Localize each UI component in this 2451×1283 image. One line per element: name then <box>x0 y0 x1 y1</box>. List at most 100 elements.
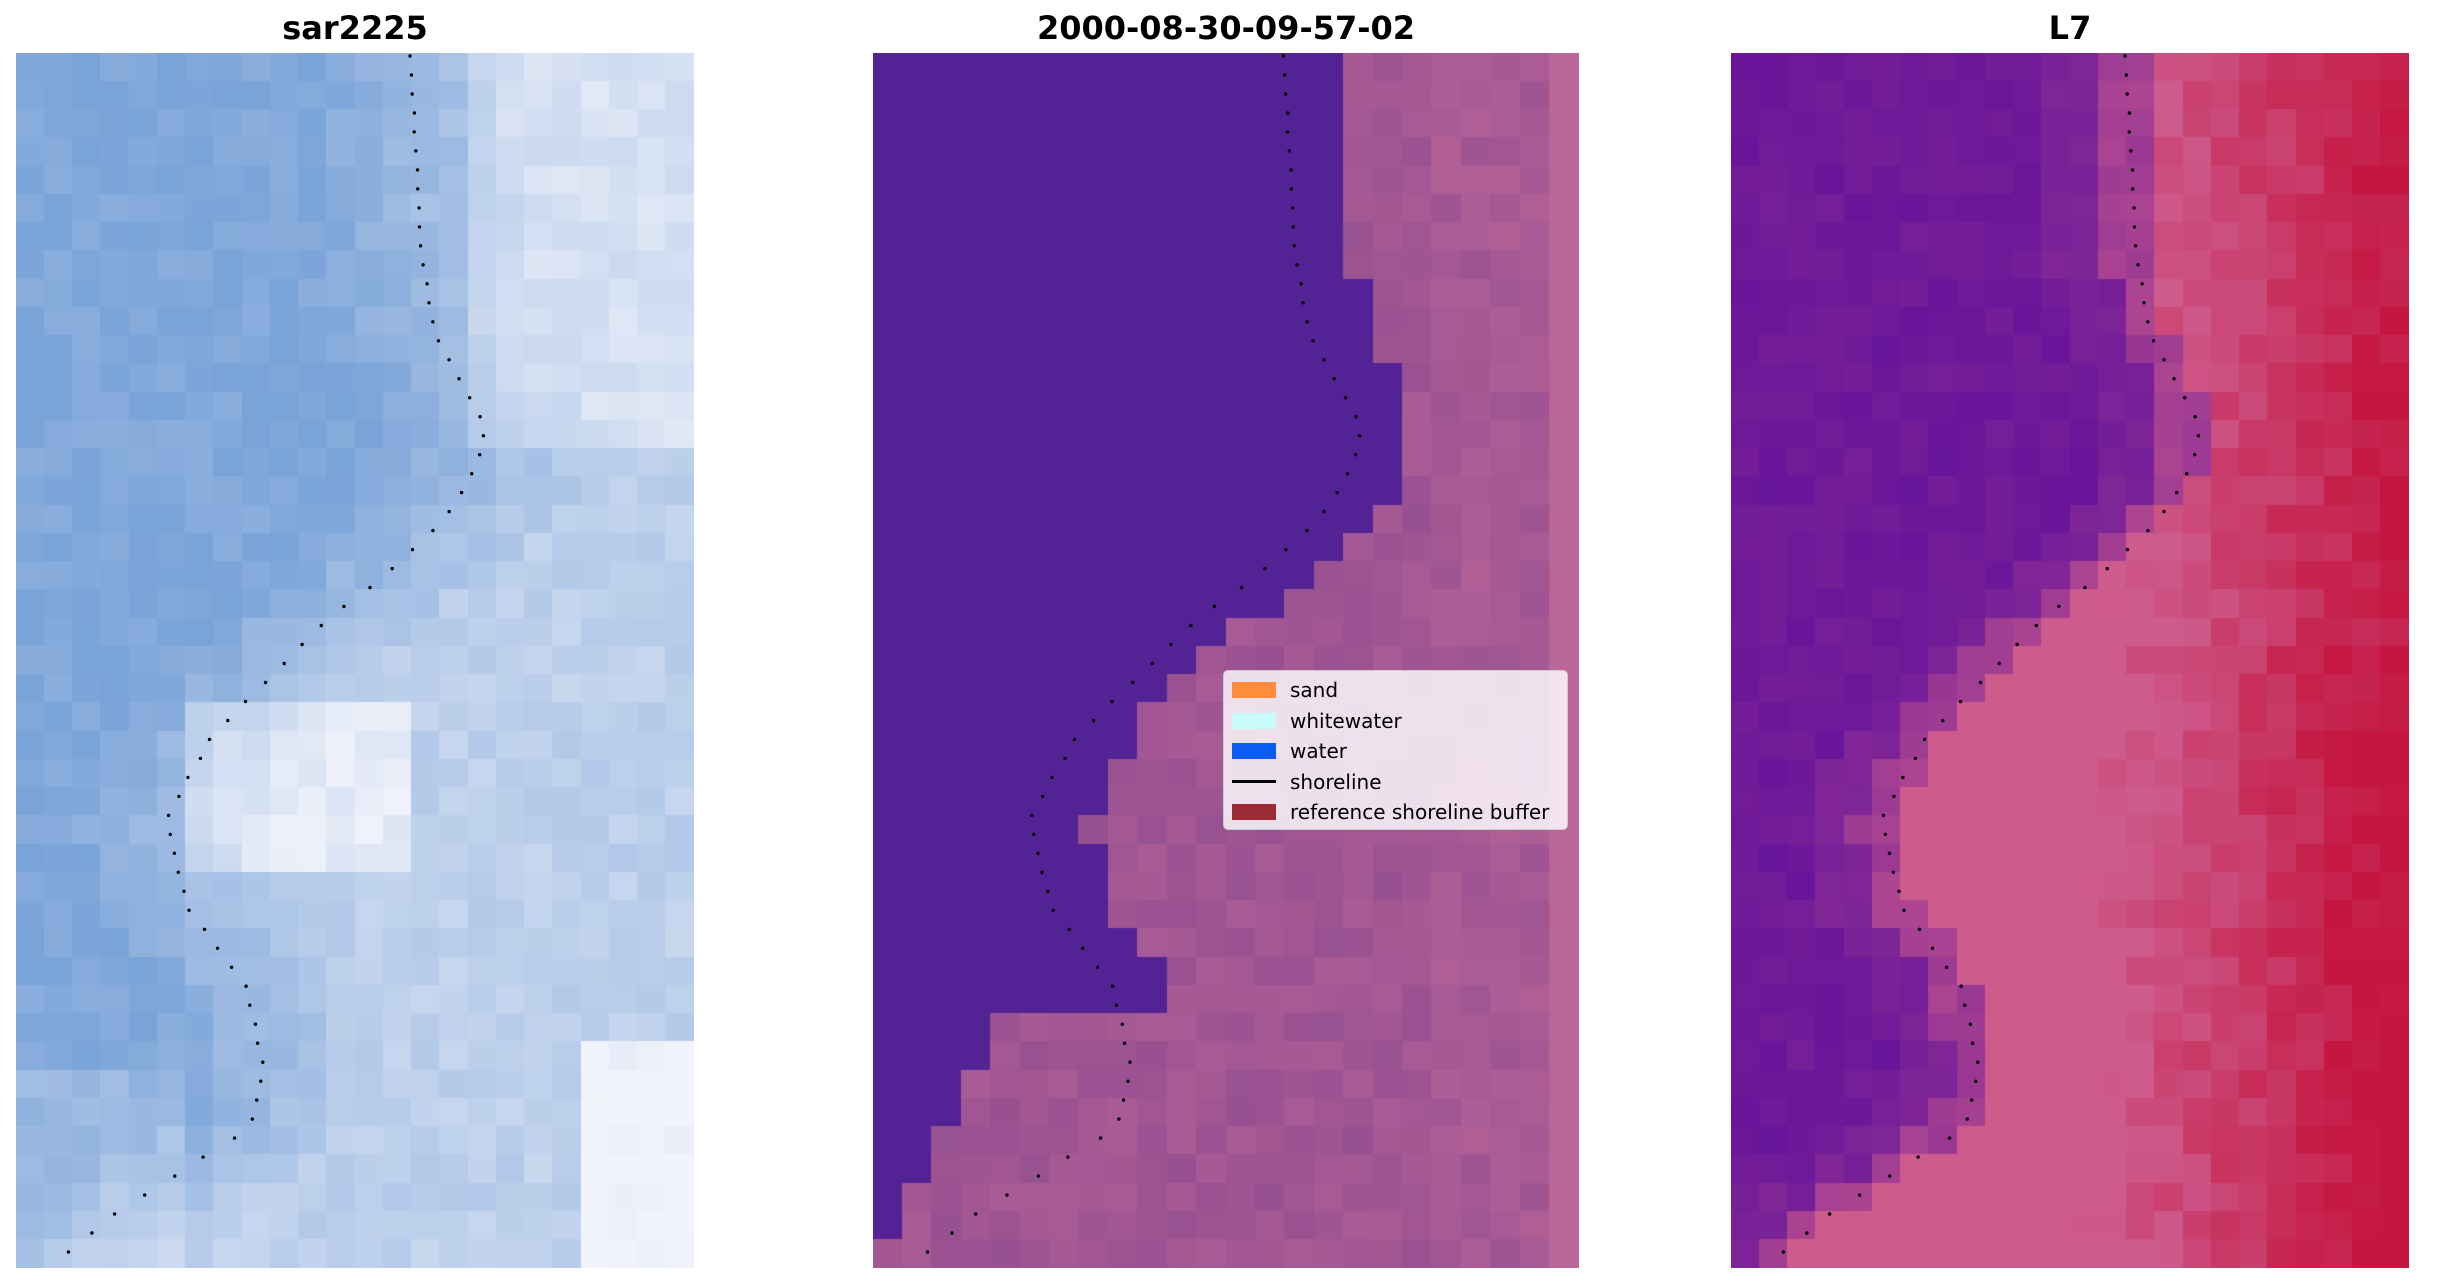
shoreline-point <box>431 320 435 324</box>
shoreline-point <box>250 1117 254 1121</box>
shoreline-point <box>1963 1003 1967 1007</box>
shoreline-point <box>1189 623 1193 628</box>
shoreline-point <box>1805 1231 1809 1235</box>
shoreline-point <box>2015 642 2019 647</box>
shoreline-point <box>1131 680 1135 685</box>
shoreline-point <box>2162 509 2166 514</box>
shoreline-point <box>2123 54 2127 58</box>
shoreline-point <box>1902 908 1906 912</box>
shoreline-point <box>2146 320 2150 324</box>
shoreline-point <box>1892 794 1896 799</box>
shoreline-point <box>1120 1022 1124 1026</box>
shoreline-point <box>187 908 191 912</box>
shoreline-point <box>1005 1193 1009 1197</box>
shoreline-point <box>2057 604 2061 609</box>
shoreline-point <box>1263 566 1267 571</box>
shoreline-point <box>2183 396 2187 400</box>
shoreline-point <box>1283 92 1288 96</box>
shoreline-point <box>232 1136 237 1140</box>
shoreline-point <box>414 149 418 153</box>
shoreline-point <box>1944 965 1949 969</box>
legend-label: whitewater <box>1290 708 1402 733</box>
shoreline-point <box>1883 832 1887 837</box>
shoreline-point <box>1354 453 1358 457</box>
shoreline-point <box>1947 1136 1952 1140</box>
panel-title: sar2225 <box>282 9 428 47</box>
panel-title: 2000-08-30-09-57-02 <box>1036 9 1416 47</box>
shoreline-point <box>2142 301 2146 305</box>
legend-item-water: water <box>1232 736 1559 767</box>
shoreline-point <box>2127 111 2132 115</box>
shoreline-point <box>2132 225 2137 229</box>
shoreline-point <box>478 415 482 419</box>
legend-item-reference-buffer: reference shoreline buffer <box>1232 797 1559 828</box>
shoreline-point <box>215 946 220 950</box>
shoreline-point <box>2174 490 2179 495</box>
shoreline-point <box>2193 415 2197 419</box>
shoreline-point <box>2140 282 2144 286</box>
shoreline-point <box>1098 1136 1103 1140</box>
shoreline-point <box>457 377 461 381</box>
shoreline-point <box>166 813 171 818</box>
shoreline-point <box>186 775 190 780</box>
shoreline-point <box>1958 699 1963 704</box>
legend: sand whitewater water shoreline referenc… <box>1223 670 1568 830</box>
shoreline-point <box>478 453 482 457</box>
shoreline-point <box>2136 263 2140 267</box>
shoreline-point <box>974 1212 978 1216</box>
shoreline-point <box>168 832 172 837</box>
shoreline-point <box>282 661 286 666</box>
shoreline-point <box>390 566 394 571</box>
classified-image <box>873 53 1579 1268</box>
shoreline-point <box>436 339 441 343</box>
shoreline-point <box>1343 396 1348 400</box>
shoreline-point <box>1917 927 1922 931</box>
shoreline-point <box>431 528 435 533</box>
shoreline-point <box>177 794 181 799</box>
shoreline-point <box>1974 1079 1978 1083</box>
shoreline-point <box>1081 946 1085 950</box>
shoreline-point <box>2185 472 2189 476</box>
shoreline-point <box>1858 1193 1862 1197</box>
shoreline-point <box>425 282 429 286</box>
shoreline-point <box>1110 984 1115 988</box>
shoreline-swatch <box>1232 780 1276 784</box>
shoreline-point <box>2105 566 2109 571</box>
shoreline-point <box>1322 509 1326 514</box>
shoreline-point <box>1046 889 1050 893</box>
shoreline-point <box>1040 870 1044 874</box>
shoreline-point <box>1091 718 1096 723</box>
shoreline-point <box>202 927 207 931</box>
shoreline-point <box>1301 301 1305 305</box>
shoreline-point <box>2124 73 2129 77</box>
whitewater-swatch <box>1232 712 1276 729</box>
sar-image <box>16 53 694 1268</box>
shoreline-point <box>2172 377 2176 381</box>
shoreline-point <box>1887 851 1892 855</box>
shoreline-point <box>2162 358 2166 362</box>
shoreline-point <box>1117 1117 1121 1121</box>
shoreline-point <box>66 1250 71 1254</box>
legend-item-whitewater: whitewater <box>1232 706 1559 737</box>
shoreline-point <box>1032 832 1036 837</box>
shoreline-point <box>459 490 464 495</box>
shoreline-point <box>2193 453 2197 457</box>
shoreline-point <box>1122 1041 1127 1045</box>
shoreline-point <box>427 301 431 305</box>
shoreline-point <box>1292 244 1296 248</box>
shoreline-point <box>2127 130 2131 134</box>
shoreline-point <box>1036 851 1040 855</box>
shoreline-point <box>1030 813 1034 818</box>
shoreline-point <box>925 1250 930 1254</box>
shoreline-point <box>1110 699 1114 704</box>
shoreline-point <box>1827 1212 1832 1216</box>
legend-item-sand: sand <box>1232 675 1559 706</box>
shoreline-point <box>176 870 180 874</box>
shoreline-point <box>1283 73 1287 77</box>
shoreline-point <box>172 851 177 855</box>
shoreline-point <box>198 756 203 761</box>
shoreline-point <box>259 1079 263 1083</box>
legend-label: sand <box>1290 678 1339 703</box>
shoreline-point <box>2125 92 2129 96</box>
shoreline-point <box>1036 1174 1041 1178</box>
